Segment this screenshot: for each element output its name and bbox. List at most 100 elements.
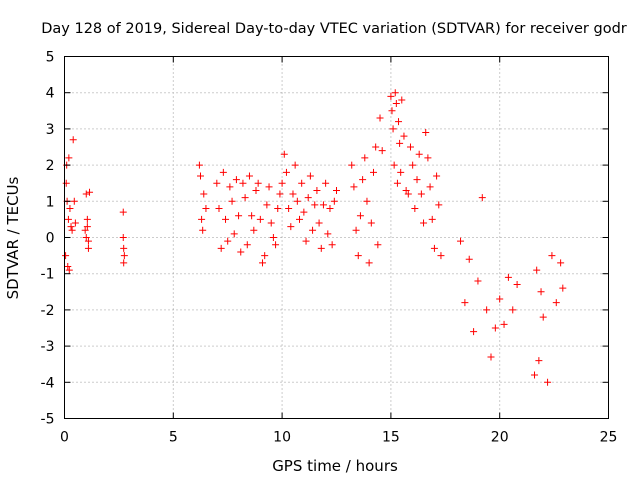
data-point — [417, 190, 425, 198]
data-point — [437, 252, 445, 260]
data-point — [424, 154, 432, 162]
data-point — [374, 241, 382, 249]
data-point — [272, 241, 280, 249]
data-point — [86, 188, 94, 196]
data-point — [259, 259, 267, 267]
y-tick-label: -5 — [41, 412, 55, 428]
data-point — [64, 215, 72, 223]
data-point — [388, 107, 396, 115]
x-tick-label: 15 — [382, 430, 400, 446]
data-point — [465, 255, 473, 263]
data-point — [285, 205, 293, 213]
data-point — [356, 212, 364, 220]
data-point — [378, 147, 386, 155]
data-point — [557, 259, 565, 267]
y-tick-labels: -5 -4 -3 -2 -1 0 1 2 3 4 5 — [41, 50, 55, 428]
data-point — [478, 194, 486, 202]
data-point — [84, 244, 92, 252]
chart-title: Day 128 of 2019, Sidereal Day-to-day VTE… — [41, 21, 627, 37]
data-point — [398, 96, 406, 104]
y-tick-label: -2 — [41, 303, 55, 319]
data-point — [71, 219, 79, 227]
data-point — [363, 197, 371, 205]
y-tick-label: 3 — [46, 122, 55, 138]
data-point — [330, 197, 338, 205]
data-point — [391, 89, 399, 97]
data-point — [396, 139, 404, 147]
x-tick-label: 0 — [60, 430, 69, 446]
data-point — [200, 190, 208, 198]
data-point — [409, 161, 417, 169]
data-point — [282, 168, 290, 176]
data-point — [361, 154, 369, 162]
data-point — [457, 237, 465, 245]
x-tick-label: 5 — [169, 430, 178, 446]
data-point — [333, 186, 340, 194]
data-point — [400, 132, 408, 140]
data-point — [367, 219, 375, 227]
data-point — [348, 161, 356, 169]
data-point — [309, 226, 317, 234]
data-point — [291, 161, 299, 169]
y-tick-label: 4 — [46, 86, 55, 102]
y-tick-label: -1 — [41, 267, 55, 283]
data-point — [404, 190, 412, 198]
data-point — [62, 252, 70, 260]
data-point — [392, 100, 400, 108]
data-point — [544, 378, 552, 386]
data-point — [415, 150, 423, 158]
data-point — [365, 259, 373, 267]
data-point — [252, 186, 260, 194]
x-tick-label: 25 — [600, 430, 618, 446]
x-tick-label: 20 — [491, 430, 509, 446]
y-tick-label: -4 — [41, 375, 55, 391]
data-point — [513, 281, 521, 289]
data-point — [69, 136, 77, 144]
data-point — [83, 223, 91, 231]
data-point — [250, 226, 258, 234]
data-point — [487, 353, 495, 361]
data-point — [287, 223, 295, 231]
data-point — [369, 168, 377, 176]
data-point — [226, 183, 234, 191]
data-point — [402, 186, 410, 194]
data-point — [119, 208, 127, 216]
data-point — [120, 244, 128, 252]
data-point — [278, 179, 286, 187]
y-tick-label: 1 — [46, 194, 55, 210]
data-point — [245, 172, 253, 180]
data-point — [326, 205, 334, 213]
data-point — [302, 237, 310, 245]
data-point — [354, 252, 362, 260]
data-point — [222, 215, 230, 223]
data-point — [500, 320, 508, 328]
data-point — [202, 205, 210, 213]
data-point — [263, 201, 271, 209]
x-tick-label: 10 — [273, 430, 291, 446]
y-tick-label: 2 — [46, 158, 55, 174]
data-point — [537, 288, 545, 296]
data-point — [261, 252, 269, 260]
data-point — [315, 219, 323, 227]
data-point — [62, 179, 70, 187]
data-point — [422, 129, 430, 137]
data-point — [389, 125, 397, 133]
data-point — [406, 143, 414, 151]
data-point — [84, 237, 92, 245]
y-tick-label: 5 — [46, 50, 55, 66]
data-point — [317, 244, 325, 252]
data-point — [328, 241, 336, 249]
data-point — [232, 176, 240, 184]
y-tick-label: 0 — [46, 231, 55, 247]
data-point — [311, 201, 319, 209]
data-point — [376, 114, 384, 122]
data-point — [306, 172, 314, 180]
x-tick-labels: 0 5 10 15 20 25 — [60, 430, 617, 446]
data-point — [83, 215, 91, 223]
data-point — [82, 190, 90, 198]
data-point — [496, 295, 504, 303]
data-point — [254, 179, 262, 187]
data-point — [397, 168, 405, 176]
data-point — [533, 266, 541, 274]
data-point — [70, 197, 78, 205]
